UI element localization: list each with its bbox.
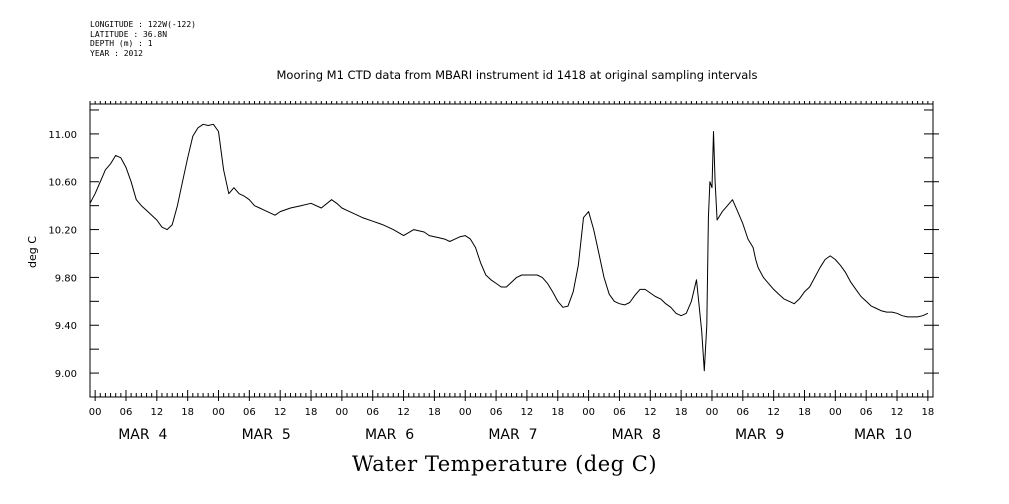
y-tick-label: 9.80: [55, 273, 77, 284]
x-day-label: MAR 9: [735, 427, 784, 443]
y-tick-label: 10.20: [48, 226, 77, 237]
x-tick-label: 00: [829, 407, 842, 418]
x-tick-label: 00: [459, 407, 472, 418]
x-tick-label: 18: [428, 407, 441, 418]
chart-title: Mooring M1 CTD data from MBARI instrumen…: [276, 68, 758, 82]
y-tick-label: 9.00: [55, 369, 77, 380]
x-day-label: MAR 4: [118, 427, 167, 443]
x-tick-label: 18: [181, 407, 194, 418]
x-tick-label: 18: [551, 407, 564, 418]
chart-footer-label: Water Temperature (deg C): [351, 452, 658, 476]
x-tick-label: 06: [490, 407, 503, 418]
y-axis-label: deg C: [26, 236, 39, 268]
x-tick-label: 06: [366, 407, 379, 418]
meta-year: YEAR : 2012: [90, 48, 143, 58]
x-tick-label: 06: [243, 407, 256, 418]
y-tick-label: 11.00: [48, 130, 77, 141]
x-tick-label: 00: [212, 407, 225, 418]
meta-latitude: LATITUDE : 36.8N: [90, 29, 168, 39]
y-tick-label: 10.60: [48, 178, 77, 189]
temperature-series-line: [89, 123, 929, 372]
x-day-label: MAR 8: [612, 427, 661, 443]
x-tick-label: 00: [89, 407, 102, 418]
x-tick-label: 00: [582, 407, 595, 418]
x-tick-label: 18: [675, 407, 688, 418]
x-tick-label: 06: [120, 407, 133, 418]
y-tick-label: 9.40: [55, 321, 77, 332]
x-day-label: MAR 7: [488, 427, 537, 443]
meta-depth: DEPTH (m) : 1: [90, 39, 153, 48]
metadata-block: LONGITUDE : 122W(-122) LATITUDE : 36.8N …: [90, 20, 196, 58]
x-tick-label: 00: [706, 407, 719, 418]
x-tick-label: 06: [860, 407, 873, 418]
x-day-label: MAR 6: [365, 427, 414, 443]
x-day-label: MAR 10: [854, 427, 912, 443]
x-tick-label: 12: [150, 407, 163, 418]
x-tick-label: 18: [798, 407, 811, 418]
x-tick-label: 00: [336, 407, 349, 418]
x-tick-label: 18: [921, 407, 934, 418]
x-tick-label: 12: [397, 407, 410, 418]
axis-labels: 00 06 12 18 00 06 12 18 00 06 12 18 00 06 12 18 00 06 12 18…: [48, 130, 934, 443]
x-tick-label: 12: [644, 407, 657, 418]
x-tick-label: 12: [521, 407, 534, 418]
x-tick-label: 18: [305, 407, 318, 418]
x-tick-label: 12: [274, 407, 287, 418]
x-tick-label: 06: [613, 407, 626, 418]
axis-ticks: [89, 101, 939, 401]
meta-longitude: LONGITUDE : 122W(-122): [90, 20, 196, 29]
x-day-label: MAR 5: [242, 427, 291, 443]
x-tick-label: 12: [767, 407, 780, 418]
x-tick-label: 06: [736, 407, 749, 418]
plot-frame: [89, 103, 934, 398]
x-tick-label: 12: [891, 407, 904, 418]
data-series: [89, 123, 929, 372]
